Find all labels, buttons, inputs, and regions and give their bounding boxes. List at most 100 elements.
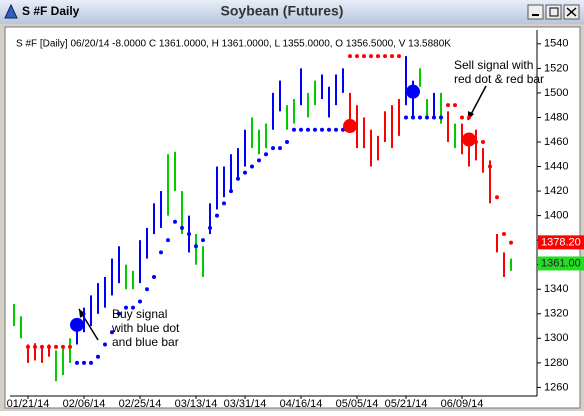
stop-dot (348, 54, 352, 59)
signal-dot (70, 317, 84, 332)
y-tick-label: 1280 (544, 357, 568, 369)
stop-dot (131, 305, 135, 310)
y-tick-label: 1320 (544, 308, 568, 320)
stop-dot (369, 54, 373, 59)
stop-dot (159, 250, 163, 255)
stop-dot (509, 240, 513, 245)
stop-dot (194, 244, 198, 249)
y-tick-label: 1340 (544, 283, 568, 295)
x-tick-label: 06/09/14 (441, 398, 484, 410)
stop-dot (138, 299, 142, 304)
maximize-button[interactable] (545, 4, 562, 20)
stop-dot (460, 115, 464, 120)
y-tick-label: 1420 (544, 185, 568, 197)
stop-dot (229, 189, 233, 194)
stop-dot (180, 225, 184, 230)
window-buttons[interactable] (527, 4, 580, 20)
annotation: Sell signal with (454, 58, 533, 72)
stop-dot (327, 127, 331, 132)
stop-dot (481, 139, 485, 144)
stop-dot (425, 115, 429, 120)
annotation: and blue bar (112, 335, 179, 349)
stop-dot (292, 127, 296, 132)
stop-dot (264, 152, 268, 157)
stop-dot (453, 103, 457, 108)
last-value-label: 1378.20 (541, 236, 581, 248)
y-tick-label: 1520 (544, 62, 568, 74)
stop-dot (383, 54, 387, 59)
stop-dot (390, 54, 394, 59)
y-tick-label: 1300 (544, 332, 568, 344)
annotation: Buy signal (112, 307, 167, 321)
stop-dot (446, 103, 450, 108)
stop-dot (257, 158, 261, 163)
stop-dot (376, 54, 380, 59)
x-tick-label: 05/21/14 (385, 398, 428, 410)
minimize-button[interactable] (527, 4, 544, 20)
stop-dot (243, 170, 247, 175)
stop-dot (166, 238, 170, 243)
stop-dot (299, 127, 303, 132)
stop-dot (47, 344, 51, 349)
y-tick-label: 1460 (544, 136, 568, 148)
stop-dot (40, 344, 44, 349)
stop-dot (285, 139, 289, 144)
stop-dot (173, 219, 177, 224)
x-tick-label: 02/25/14 (119, 398, 162, 410)
stop-dot (68, 344, 72, 349)
stop-dot (320, 127, 324, 132)
stop-dot (418, 115, 422, 120)
stop-dot (355, 54, 359, 59)
y-tick-label: 1260 (544, 381, 568, 393)
stop-dot (215, 213, 219, 218)
stop-dot (117, 311, 121, 316)
stop-dot (502, 232, 506, 237)
stop-dot (75, 360, 79, 365)
y-tick-label: 1400 (544, 210, 568, 222)
stop-dot (467, 115, 471, 120)
annotation: red dot & red bar (454, 72, 544, 86)
y-tick-label: 1500 (544, 87, 568, 99)
stop-dot (488, 164, 492, 169)
stop-dot (250, 164, 254, 169)
stop-dot (236, 176, 240, 181)
stop-dot (33, 344, 37, 349)
x-tick-label: 02/06/14 (63, 398, 106, 410)
stop-dot (306, 127, 310, 132)
stop-dot (124, 305, 128, 310)
stop-dot (397, 54, 401, 59)
stop-dot (96, 354, 100, 359)
last-value-box (538, 235, 584, 250)
last-value-box (538, 256, 584, 271)
y-tick-label: 1540 (544, 38, 568, 50)
signal-dot (343, 119, 357, 134)
stop-dot (404, 115, 408, 120)
stop-dot (152, 274, 156, 279)
stop-dot (432, 115, 436, 120)
x-tick-label: 04/16/14 (280, 398, 323, 410)
stop-dot (411, 115, 415, 120)
stop-dot (313, 127, 317, 132)
stop-dot (271, 146, 275, 151)
x-tick-label: 05/05/14 (336, 398, 379, 410)
stop-dot (61, 344, 65, 349)
stop-dot (145, 287, 149, 292)
signal-dot (462, 132, 476, 147)
stop-dot (362, 54, 366, 59)
buy-arrowhead (79, 309, 86, 318)
stop-dot (89, 360, 93, 365)
info-line: S #F [Daily] 06/20/14 -8.0000 C 1361.000… (16, 39, 451, 50)
stop-dot (201, 238, 205, 243)
x-tick-label: 03/13/14 (175, 398, 218, 410)
y-tick-label: 1480 (544, 111, 568, 123)
x-tick-label: 01/21/14 (7, 398, 50, 410)
stop-dot (439, 115, 443, 120)
stop-dot (334, 127, 338, 132)
signal-dot (406, 84, 420, 99)
stop-dot (103, 342, 107, 347)
x-tick-label: 03/31/14 (224, 398, 267, 410)
title-bar (0, 0, 584, 24)
stop-dot (82, 360, 86, 365)
